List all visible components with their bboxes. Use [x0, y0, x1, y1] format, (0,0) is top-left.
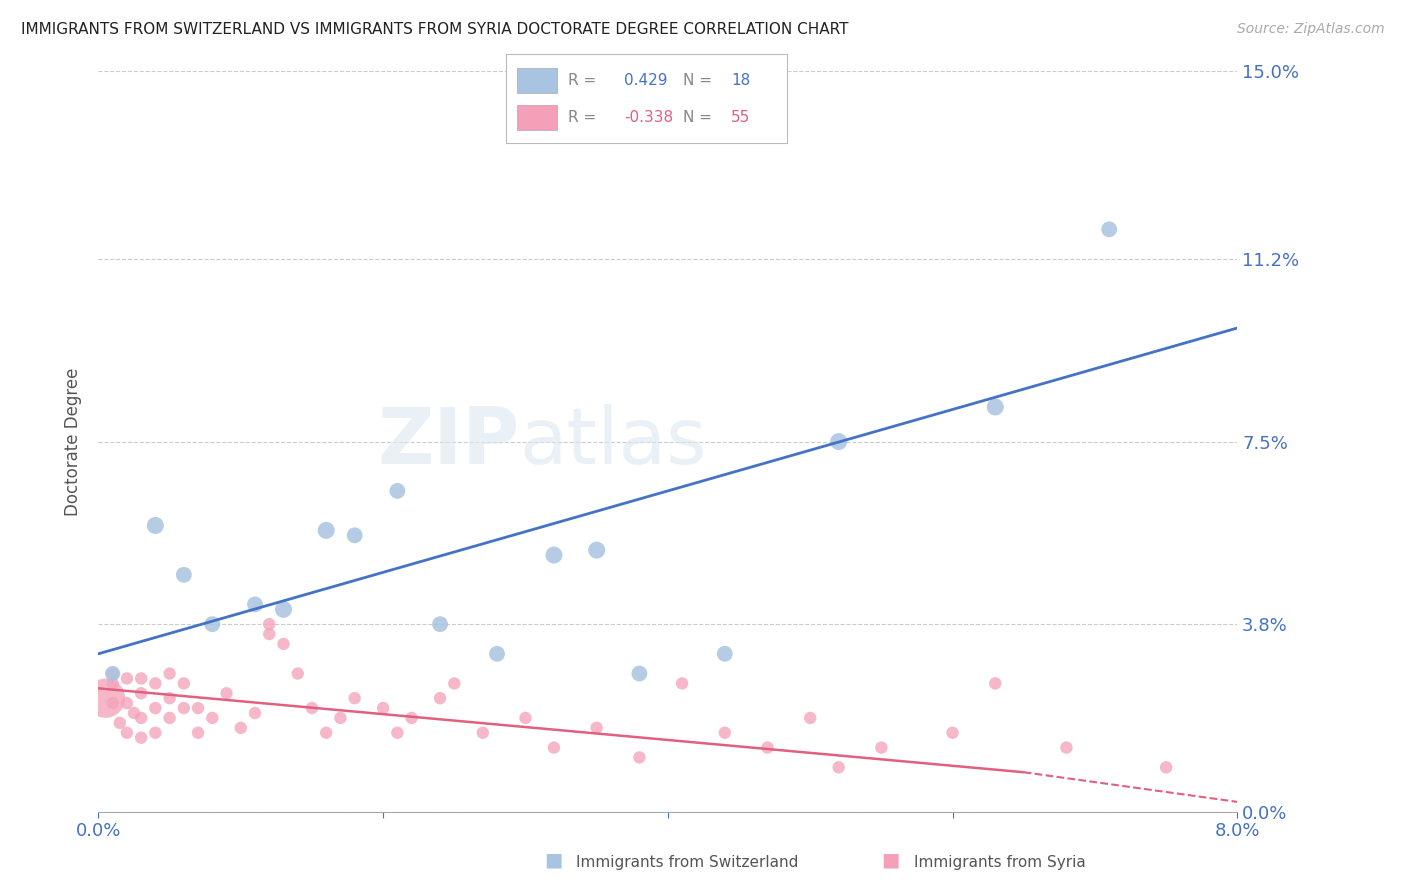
Point — [145, 676, 167, 690]
Point — [543, 740, 565, 755]
Point — [401, 711, 423, 725]
Text: 55: 55 — [731, 111, 751, 125]
Point — [714, 647, 737, 661]
Text: Source: ZipAtlas.com: Source: ZipAtlas.com — [1237, 22, 1385, 37]
Point — [429, 691, 451, 706]
Text: ■: ■ — [544, 851, 562, 870]
Point — [129, 711, 152, 725]
Point — [173, 701, 195, 715]
Point — [259, 617, 281, 632]
Text: -0.338: -0.338 — [624, 111, 673, 125]
Point — [756, 740, 779, 755]
Point — [315, 524, 337, 538]
Y-axis label: Doctorate Degree: Doctorate Degree — [65, 368, 83, 516]
Point — [101, 666, 124, 681]
Point — [343, 528, 366, 542]
Point — [101, 666, 124, 681]
Point — [984, 400, 1007, 414]
Text: 18: 18 — [731, 73, 751, 87]
Point — [122, 706, 145, 720]
Point — [159, 691, 181, 706]
Point — [201, 617, 224, 632]
Point — [343, 691, 366, 706]
Point — [115, 725, 138, 739]
Point — [187, 725, 209, 739]
Point — [243, 598, 266, 612]
Point — [259, 627, 281, 641]
Text: 0.429: 0.429 — [624, 73, 668, 87]
Point — [215, 686, 238, 700]
Point — [1098, 222, 1121, 236]
Point — [187, 701, 209, 715]
Point — [115, 696, 138, 710]
Point — [159, 666, 181, 681]
Point — [173, 567, 195, 582]
Point — [129, 672, 152, 686]
Point — [585, 721, 607, 735]
Point — [471, 725, 494, 739]
Point — [94, 691, 117, 706]
Point — [159, 711, 181, 725]
Point — [585, 543, 607, 558]
Point — [828, 760, 851, 774]
Point — [101, 676, 124, 690]
Text: N =: N = — [683, 73, 713, 87]
Point — [145, 725, 167, 739]
Point — [1056, 740, 1078, 755]
Point — [429, 617, 451, 632]
Bar — [517, 68, 557, 93]
Point — [173, 676, 195, 690]
Point — [129, 731, 152, 745]
Text: R =: R = — [568, 111, 596, 125]
Point — [714, 725, 737, 739]
Point — [628, 750, 651, 764]
Point — [108, 715, 131, 730]
Point — [145, 701, 167, 715]
Point — [984, 676, 1007, 690]
Point — [443, 676, 465, 690]
Point — [1154, 760, 1177, 774]
Point — [942, 725, 965, 739]
Text: IMMIGRANTS FROM SWITZERLAND VS IMMIGRANTS FROM SYRIA DOCTORATE DEGREE CORRELATIO: IMMIGRANTS FROM SWITZERLAND VS IMMIGRANT… — [21, 22, 849, 37]
Point — [828, 434, 851, 449]
Text: N =: N = — [683, 111, 713, 125]
Point — [671, 676, 693, 690]
Bar — [517, 105, 557, 130]
Point — [115, 672, 138, 686]
Text: atlas: atlas — [520, 403, 707, 480]
Text: ■: ■ — [882, 851, 900, 870]
Point — [486, 647, 509, 661]
Text: R =: R = — [568, 73, 596, 87]
Point — [129, 686, 152, 700]
Point — [101, 696, 124, 710]
Point — [315, 725, 337, 739]
Point — [201, 711, 224, 725]
Point — [543, 548, 565, 562]
Point — [628, 666, 651, 681]
Point — [287, 666, 309, 681]
Point — [145, 518, 167, 533]
Point — [243, 706, 266, 720]
Point — [515, 711, 537, 725]
Text: ZIP: ZIP — [378, 403, 520, 480]
Point — [229, 721, 252, 735]
Point — [387, 483, 409, 498]
Point — [870, 740, 893, 755]
Point — [301, 701, 323, 715]
Point — [387, 725, 409, 739]
Point — [329, 711, 352, 725]
Point — [371, 701, 394, 715]
Point — [273, 602, 295, 616]
Text: Immigrants from Syria: Immigrants from Syria — [914, 855, 1085, 870]
Point — [799, 711, 821, 725]
Point — [273, 637, 295, 651]
Text: Immigrants from Switzerland: Immigrants from Switzerland — [576, 855, 799, 870]
